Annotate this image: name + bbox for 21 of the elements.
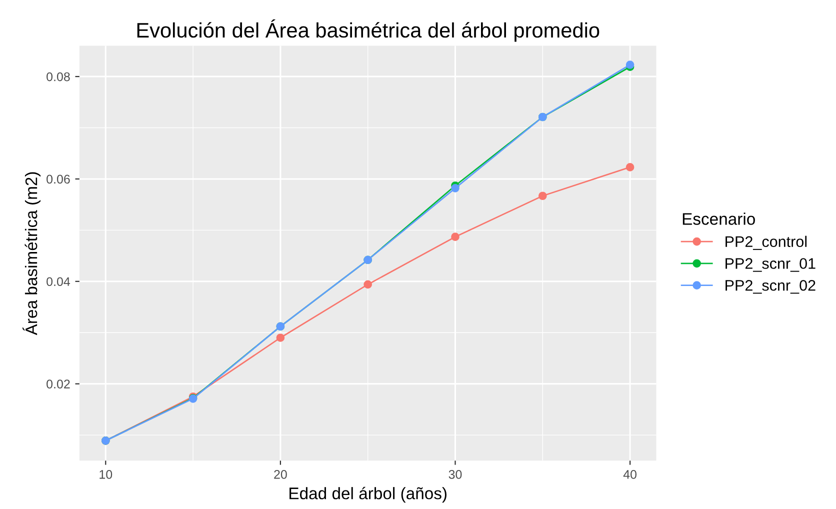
chart-title: Evolución del Área basimétrica del árbol promedio	[137, 19, 600, 42]
y-tick-label: 0.08	[46, 72, 70, 82]
y-tick-label: 0.06	[46, 174, 70, 184]
point	[538, 192, 547, 200]
y-tick-label: 0.02	[46, 380, 70, 388]
x-tick-label: 40	[623, 470, 637, 479]
point	[451, 232, 460, 242]
y-axis-title: Área basimétrica (m2)	[22, 172, 41, 336]
legend-label: PP2_scnr_01	[726, 258, 816, 272]
legend-label: PP2_scnr_02	[726, 280, 816, 294]
x-axis-title: Edad del árbol (años)	[290, 486, 446, 503]
point	[626, 163, 634, 172]
legend-label: PP2_control	[726, 236, 807, 250]
x-tick-label: 10	[100, 470, 112, 479]
point	[276, 334, 285, 342]
point	[364, 280, 372, 289]
legend-title: Escenario	[682, 212, 755, 225]
point	[451, 184, 460, 192]
x-tick-label: 30	[448, 470, 462, 479]
y-tick-label: 0.04	[46, 277, 70, 286]
x-tick-label: 20	[274, 470, 287, 479]
